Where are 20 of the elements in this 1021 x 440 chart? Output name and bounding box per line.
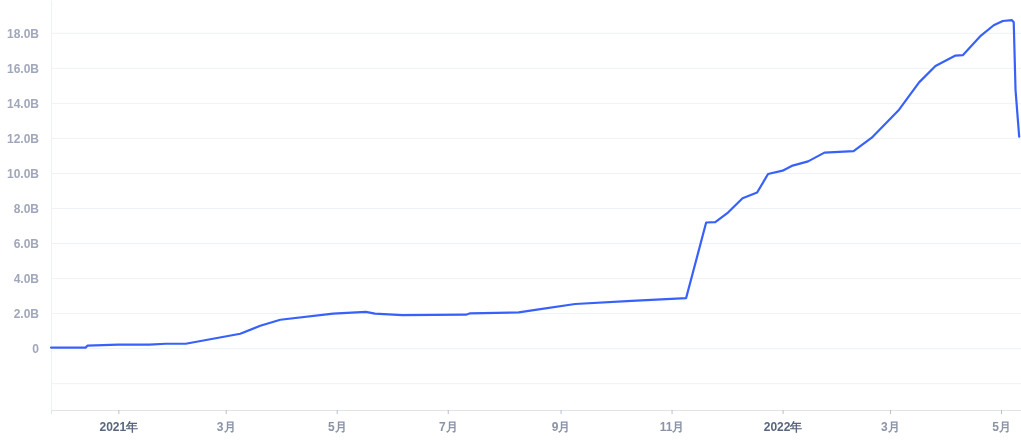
y-tick-label: 2.0B [13,306,40,321]
y-tick-label: 4.0B [13,271,40,286]
line-series [49,19,1021,349]
x-tick-label: 5月 [327,419,347,434]
y-tick-label: 10.0B [6,166,40,181]
x-tick-label: 2022年 [763,419,803,434]
x-tick-label: 11月 [659,419,685,434]
y-tick-label: 16.0B [6,61,40,76]
x-tick-label: 7月 [438,419,458,434]
y-tick-label: 12.0B [6,131,40,146]
x-tick-label: 9月 [551,419,571,434]
y-tick-label: 8.0B [13,201,40,216]
x-tick-label: 5月 [992,419,1011,434]
x-tick-label: 3月 [881,419,900,434]
y-tick-label: 0 [32,342,40,357]
x-tick-label: 3月 [216,419,236,434]
y-tick-label: 14.0B [6,96,40,111]
y-tick-label: 6.0B [13,236,40,251]
x-tick-label: 2021年 [99,419,139,434]
y-tick-label: 18.0B [6,26,40,41]
